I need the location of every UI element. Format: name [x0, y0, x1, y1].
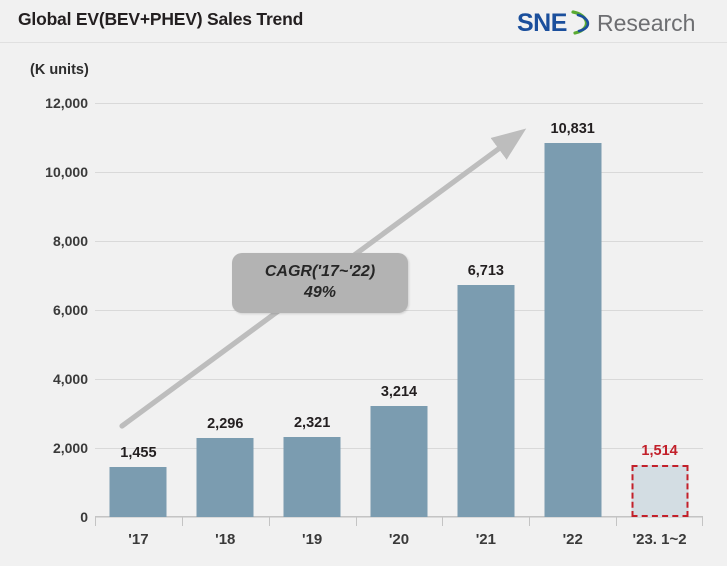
- svg-text:SNE: SNE: [517, 9, 567, 37]
- x-axis-label: '18: [215, 531, 236, 548]
- gridline: [95, 103, 703, 104]
- page-title: Global EV(BEV+PHEV) Sales Trend: [18, 9, 304, 29]
- y-axis-tick-label: 12,000: [45, 95, 88, 111]
- x-axis-tick-mark: [95, 517, 96, 526]
- bar[interactable]: [544, 143, 602, 517]
- x-axis-tick-mark: [616, 517, 618, 526]
- sne-research-logo: SNE Research: [515, 6, 715, 38]
- x-axis-tick-mark: [355, 517, 357, 526]
- bar-forecast[interactable]: [631, 464, 689, 517]
- bar-value-label: 10,831: [550, 121, 595, 138]
- y-axis-tick-label: 6,000: [52, 302, 88, 318]
- y-axis-tick-label: 8,000: [52, 233, 88, 249]
- bar-series: 1,455 2,296 2,321 3,214 6,713 10,831 1,514: [95, 103, 703, 517]
- x-axis-tick-mark: [702, 517, 703, 526]
- x-axis-label: '22: [562, 531, 583, 548]
- bar[interactable]: [196, 437, 254, 517]
- x-axis-label: '20: [388, 531, 410, 548]
- bar-value-label: 1,455: [120, 444, 157, 461]
- bar-value-label: 6,713: [467, 263, 504, 280]
- bar-value-label: 2,321: [293, 414, 331, 431]
- x-axis-tick-mark: [181, 517, 183, 526]
- bar-value-label: 2,296: [207, 415, 244, 432]
- bar[interactable]: [283, 436, 341, 517]
- bar-slot: 2,321: [269, 103, 356, 517]
- bar[interactable]: [370, 406, 428, 517]
- x-axis-label: '17: [128, 531, 149, 548]
- x-axis-tick-mark: [268, 517, 270, 526]
- bar-value-label: 1,514: [641, 442, 678, 459]
- chart-header: Global EV(BEV+PHEV) Sales Trend SNE Rese…: [0, 0, 727, 43]
- y-axis-ticks: 0 2,000 4,000 6,000 8,000 10,000 12,000: [8, 95, 88, 525]
- gridline: [95, 517, 703, 518]
- bar-value-label: 3,214: [380, 384, 418, 401]
- x-axis-tick-mark: [529, 517, 531, 526]
- y-axis-tick-label: 2,000: [52, 440, 88, 456]
- bar-slot: 2,296: [182, 103, 269, 517]
- bar-slot: 1,455: [95, 103, 182, 517]
- x-axis-tick-mark: [442, 517, 444, 526]
- bar-slot: 6,713: [442, 103, 529, 517]
- x-axis-label: '21: [475, 531, 496, 548]
- bar[interactable]: [109, 466, 167, 517]
- bar-slot: 3,214: [356, 103, 443, 517]
- y-axis-tick-label: 0: [80, 509, 88, 525]
- x-axis-label: '23. 1~2: [632, 531, 687, 548]
- y-axis-tick-label: 10,000: [45, 164, 88, 180]
- bar-slot: 10,831: [529, 103, 616, 517]
- sne-swoosh-icon: SNE Research: [517, 9, 695, 37]
- x-axis: '17 '18 '19 '20 '21 '22 '23. 1~2: [95, 517, 703, 561]
- x-axis-label: '19: [302, 531, 323, 548]
- svg-text:Research: Research: [597, 10, 695, 36]
- y-axis-unit-label: (K units): [30, 62, 89, 78]
- bar[interactable]: [457, 285, 515, 517]
- y-axis-tick-label: 4,000: [52, 371, 88, 387]
- bar-slot: 1,514: [616, 103, 703, 517]
